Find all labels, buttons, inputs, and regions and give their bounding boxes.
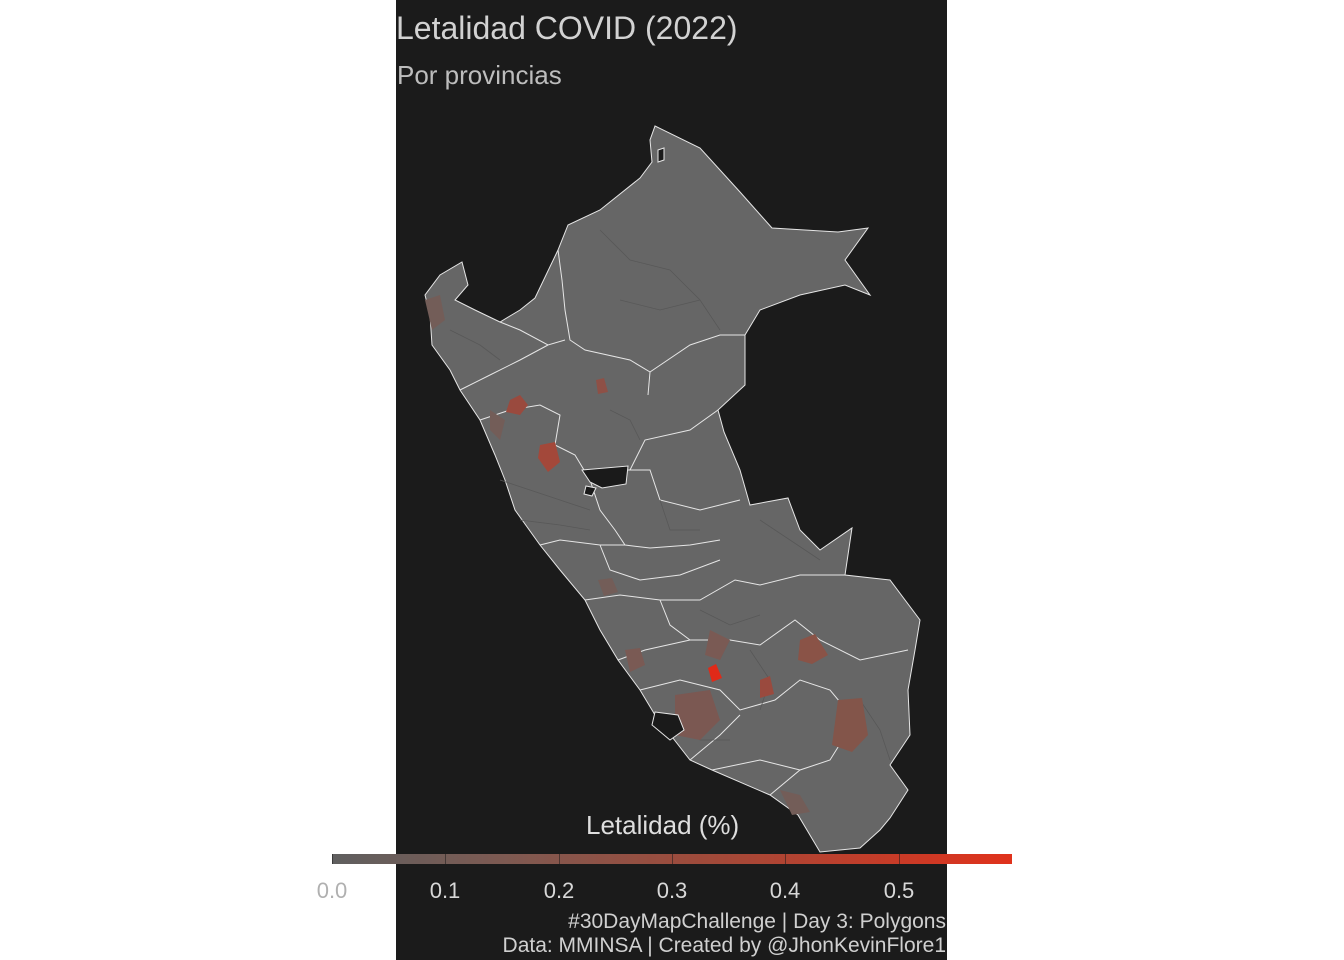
legend-tick-label: 0.4: [769, 878, 801, 903]
legend-tick-label: 0.2: [543, 878, 575, 903]
province-mid-3: [625, 648, 645, 672]
legend-tick: [672, 854, 673, 864]
legend-tick-label: 0.1: [429, 878, 461, 903]
province-mid-4: [425, 295, 445, 330]
no-data-provinces: [581, 147, 685, 741]
peru-outline: [424, 125, 921, 853]
province-mid-2: [705, 630, 730, 660]
province-high-5: [832, 698, 868, 752]
caption-challenge: #30DayMapChallenge | Day 3: Polygons: [568, 910, 946, 933]
province-max: [708, 664, 722, 682]
department-boundaries: [459, 249, 909, 796]
highlighted-provinces: [425, 295, 868, 815]
map-subtitle: Por provincias: [397, 60, 562, 90]
legend-tick-label: 0.3: [656, 878, 688, 903]
province-high-4: [798, 634, 828, 664]
legend-tick: [785, 854, 786, 864]
caption-credits: Data: MMINSA | Created by @JhonKevinFlor…: [502, 934, 946, 957]
peru-province-map: [424, 125, 921, 853]
legend-tick-label: 0.0: [316, 878, 348, 903]
legend-title: Letalidad (%): [586, 810, 740, 840]
province-mid-7: [598, 578, 618, 596]
legend-tick: [559, 854, 560, 864]
province-mid-5: [490, 410, 505, 440]
province-high-1: [506, 395, 528, 415]
legend-tick: [332, 854, 333, 864]
legend-tick-label: 0.5: [883, 878, 915, 903]
province-mid-1: [675, 690, 720, 740]
province-high-6: [760, 676, 774, 698]
province-mid-6: [780, 790, 810, 815]
legend-tick: [899, 854, 900, 864]
province-high-3: [596, 378, 608, 394]
map-title: Letalidad COVID (2022): [396, 10, 738, 46]
province-high-2: [538, 442, 560, 472]
legend-tick: [445, 854, 446, 864]
